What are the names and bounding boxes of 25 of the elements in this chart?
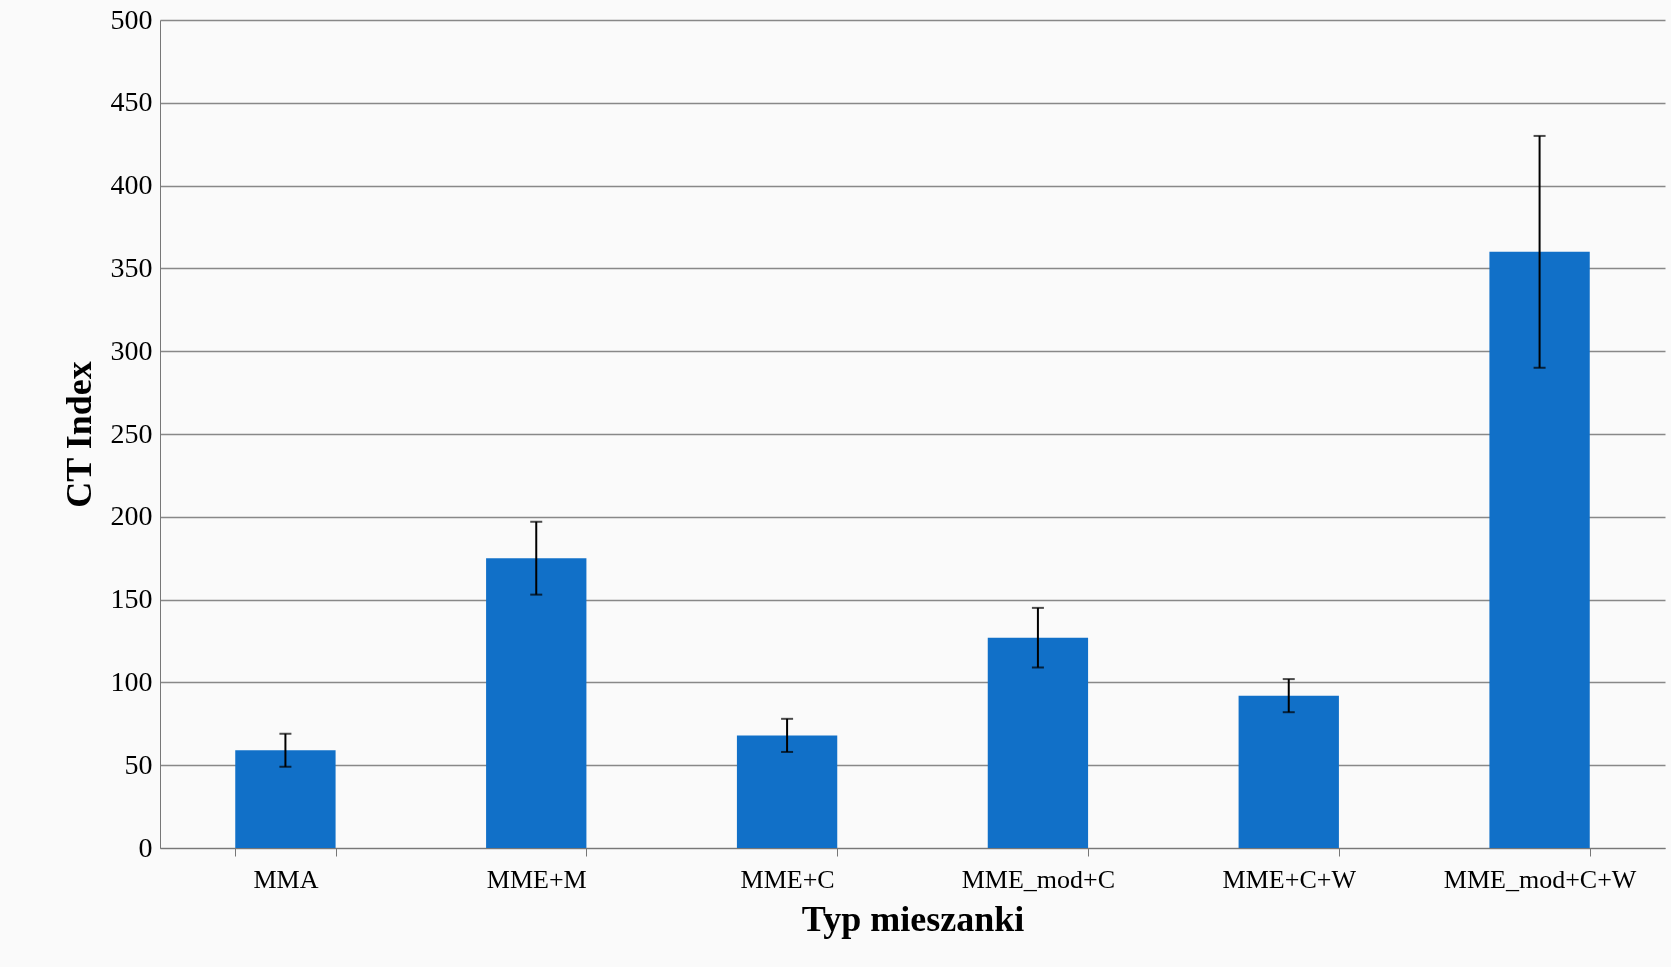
y-tick-label: 400 bbox=[110, 169, 153, 201]
y-tick-label: 100 bbox=[110, 665, 153, 697]
y-axis-title: CT Index bbox=[58, 361, 99, 508]
y-tick-label: 50 bbox=[124, 748, 153, 780]
y-tick-label: 150 bbox=[110, 583, 153, 615]
x-axis-title: Typ mieszanki bbox=[801, 898, 1025, 939]
bar bbox=[235, 750, 336, 848]
x-tick-label: MME_mod+C+W bbox=[1443, 864, 1637, 894]
x-tick-label: MMA bbox=[253, 864, 319, 894]
y-tick-label: 250 bbox=[110, 417, 153, 449]
y-tick-label: 300 bbox=[110, 334, 153, 366]
bar bbox=[736, 735, 838, 848]
y-tick-label: 500 bbox=[110, 3, 153, 35]
y-tick-label: 450 bbox=[110, 86, 153, 118]
y-tick-label: 0 bbox=[138, 831, 153, 863]
x-tick-label: MME+C bbox=[740, 864, 835, 894]
bar bbox=[987, 637, 1089, 848]
bar bbox=[486, 558, 587, 848]
y-tick-label: 350 bbox=[110, 251, 153, 283]
x-tick-label: MME+C+W bbox=[1222, 864, 1357, 894]
x-tick-label: MME+M bbox=[486, 864, 587, 894]
x-tick-label: MME_mod+C bbox=[961, 864, 1116, 894]
bar bbox=[1489, 251, 1590, 848]
y-tick-label: 200 bbox=[110, 500, 153, 532]
bar bbox=[1238, 695, 1339, 848]
